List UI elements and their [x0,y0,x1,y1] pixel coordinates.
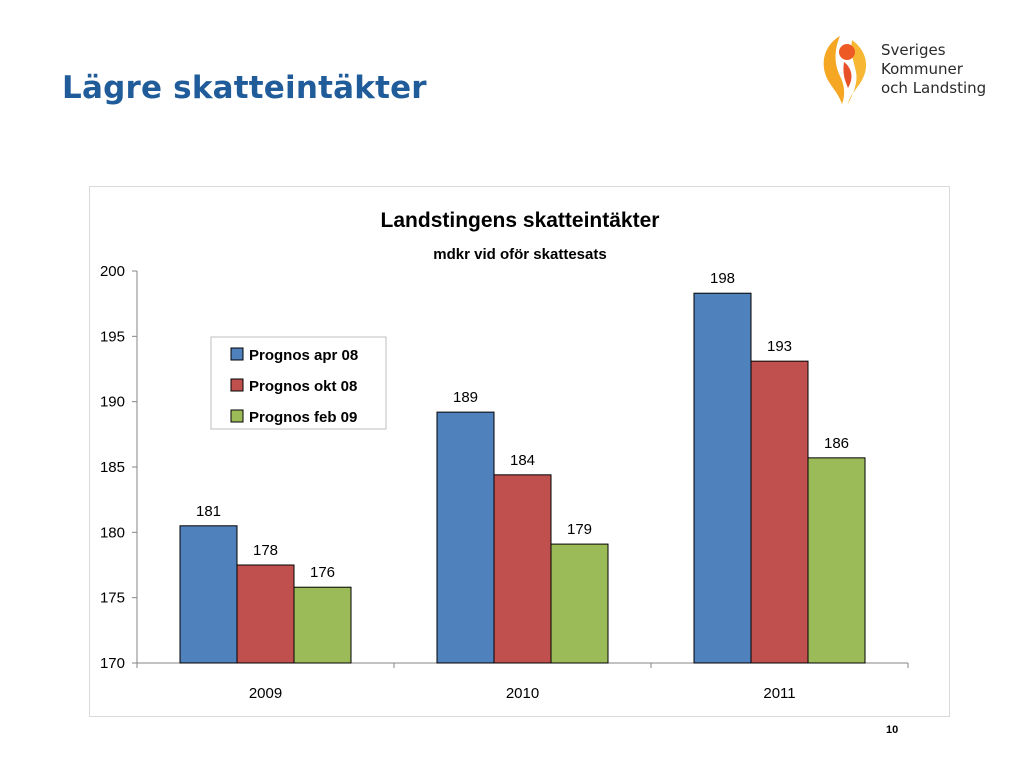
chart-bars: 181 178 176 189 184 179 198 193 186 [179,270,866,664]
chart-frame: Landstingens skatteintäkter mdkr vid ofö… [89,186,950,717]
flame-logo-icon [823,36,867,104]
bar-2010-series-2 [493,474,552,664]
organization-logo: Sveriges Kommuner och Landsting [818,32,998,108]
y-tick-label: 190 [100,394,125,411]
y-tick-label: 180 [100,524,125,541]
logo-line-3: och Landsting [881,79,987,97]
x-tick-label: 2009 [249,685,282,702]
bar-2011-series-1 [693,292,752,664]
data-label: 193 [767,338,792,355]
y-tick-label: 200 [100,263,125,280]
chart-legend: Prognos apr 08 Prognos okt 08 Prognos feb … [210,336,387,430]
bar-2009-series-3 [293,586,352,664]
data-label: 184 [510,452,535,469]
y-tick-label: 175 [100,590,125,607]
bar-2010-series-1 [436,411,495,664]
bar-2011-series-3 [807,457,866,664]
data-label: 178 [253,542,278,559]
x-tick-label: 2011 [763,685,795,702]
bar-chart: Landstingens skatteintäkter mdkr vid ofö… [100,209,909,702]
data-label: 189 [453,389,478,406]
chart-title: Landstingens skatteintäkter [381,209,660,232]
bar-2010-series-3 [550,543,609,664]
bar-2011-series-2 [750,360,809,664]
logo-text: Sveriges Kommuner och Landsting [881,41,986,98]
legend-label-3: Prognos feb 09 [249,409,357,426]
legend-label-1: Prognos apr 08 [249,347,358,364]
legend-label-2: Prognos okt 08 [249,378,357,395]
chart-subtitle: mdkr vid oför skattesats [433,246,606,263]
logo-line-1: Sveriges [881,41,946,59]
data-label: 198 [710,270,735,287]
legend-swatch-2 [230,378,244,392]
data-label: 176 [310,564,335,581]
legend-swatch-1 [230,347,244,361]
slide-title: Lägre skatteintäkter [62,70,427,106]
y-tick-label: 195 [100,328,125,345]
page-number: 10 [886,724,899,736]
bar-2009-series-2 [236,564,295,664]
x-tick-label: 2010 [506,685,539,702]
data-label: 186 [824,435,849,452]
data-label: 179 [567,521,592,538]
bar-2009-series-1 [179,525,238,664]
legend-swatch-3 [230,409,244,423]
data-label: 181 [196,503,221,520]
logo-line-2: Kommuner [881,60,963,78]
y-tick-label: 170 [100,655,125,672]
y-tick-label: 185 [100,459,125,476]
